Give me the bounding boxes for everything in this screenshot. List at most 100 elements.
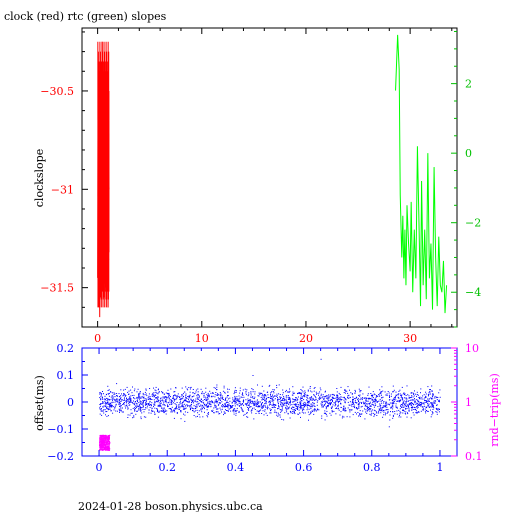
offset-point [151,395,153,397]
offset-point [129,414,131,416]
offset-point [217,400,218,402]
offset-point [434,400,436,402]
offset-point [279,401,281,403]
offset-point [415,410,417,412]
round-trip-point [105,447,107,449]
offset-point [423,405,425,407]
offset-point [192,399,194,401]
offset-point [214,406,216,408]
offset-point [194,400,196,402]
offset-point [238,412,240,413]
offset-point [187,411,189,413]
offset-point [146,407,148,409]
offset-point [197,404,199,406]
offset-point [180,401,181,403]
offset-point [191,407,193,409]
offset-point [431,404,432,406]
offset-point [307,390,309,392]
offset-point [374,410,376,412]
offset-point [107,404,109,405]
offset-point [277,396,278,398]
offset-point [384,391,386,393]
offset-point [149,404,151,405]
offset-point [209,396,211,398]
offset-point [188,405,190,406]
offset-point [186,398,188,399]
offset-point [321,405,323,407]
offset-point [386,402,388,404]
offset-point [357,412,359,413]
offset-point [407,394,409,396]
offset-point [361,402,362,404]
offset-point [287,412,289,414]
offset-point [395,399,397,401]
offset-point [364,418,366,420]
offset-point [146,405,148,407]
offset-point [415,393,417,395]
offset-point [168,392,170,394]
offset-point [234,389,236,391]
offset-point [326,415,328,417]
offset-point [129,404,131,406]
offset-point [157,396,159,398]
offset-point [183,406,185,408]
offset-point [104,402,106,404]
offset-point [358,388,360,390]
offset-point [221,397,223,399]
offset-point [104,398,106,400]
offset-point [342,396,344,398]
offset-point [344,401,346,403]
offset-point [235,399,236,401]
offset-point [185,393,187,395]
offset-point [139,406,141,408]
round-trip-point [106,440,108,442]
offset-point [277,412,279,414]
round-trip-point [100,443,102,445]
offset-point [410,402,412,403]
offset-point [420,404,422,405]
offset-point [264,403,266,404]
offset-point [380,400,382,402]
round-trip-point [100,437,102,439]
top-y2-tick-label: −2 [465,217,481,230]
offset-point [382,416,384,418]
round-trip-point [101,437,103,439]
offset-point [221,411,222,413]
round-trip-point [100,446,102,448]
offset-point [196,406,198,408]
offset-point [151,405,152,407]
offset-point [250,410,252,412]
offset-point [186,401,188,402]
offset-point [434,402,436,404]
offset-point [435,411,437,413]
offset-point [185,386,187,388]
offset-point [197,393,199,395]
offset-point [111,398,113,400]
offset-point [159,404,161,406]
round-trip-point [105,444,107,446]
offset-point [412,403,414,405]
offset-point [357,404,359,406]
offset-point [217,393,219,395]
offset-point [297,407,299,409]
offset-point [431,395,433,397]
offset-point [343,405,345,407]
offset-point [124,388,126,390]
offset-point [338,397,340,399]
round-trip-point [107,438,108,440]
offset-point [430,397,432,399]
round-trip-point [102,445,104,446]
offset-point [337,400,339,402]
offset-point [349,409,351,411]
offset-point [339,398,341,400]
offset-point [307,395,309,397]
offset-point [165,400,166,402]
top-y-axis-label: clockslope [33,149,46,207]
offset-point [217,404,219,406]
offset-point [104,395,106,397]
offset-point [418,411,420,413]
offset-point [251,410,253,411]
offset-point [331,409,333,411]
offset-point [408,409,410,411]
offset-point [263,395,265,397]
